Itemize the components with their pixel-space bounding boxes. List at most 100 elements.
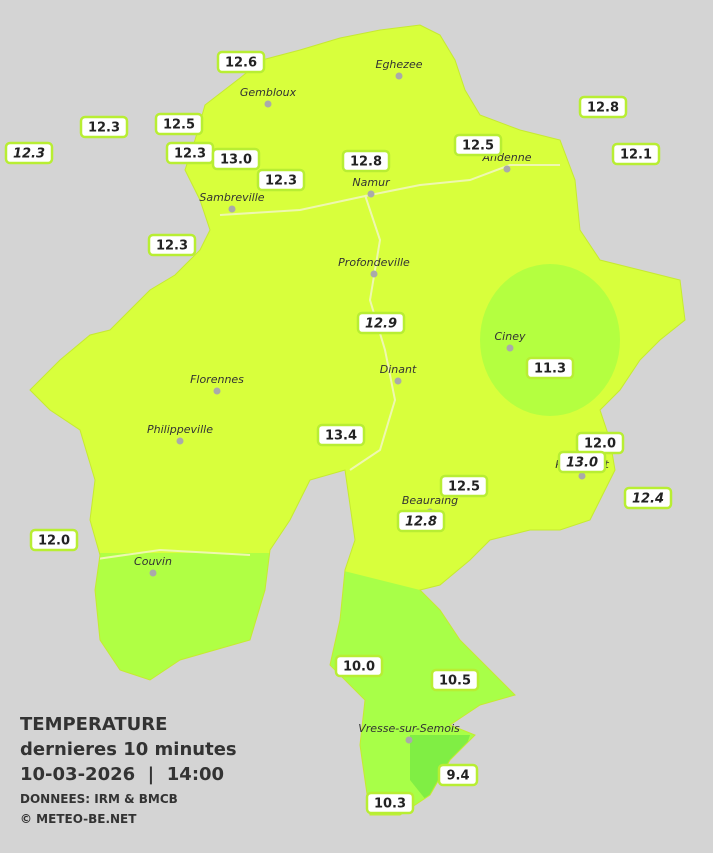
station-value: 12.6 [225, 56, 257, 71]
station: 10.0 [334, 654, 384, 678]
station-box [623, 486, 673, 510]
station-value: 12.8 [405, 515, 437, 530]
station-value: 12.9 [365, 317, 397, 332]
city-label: Florennes [190, 373, 244, 386]
river [219, 164, 560, 216]
city-dot [405, 736, 413, 744]
city-label: Profondeville [338, 256, 410, 269]
city-label: Couvin [134, 555, 172, 568]
station: 11.3 [525, 356, 575, 380]
station-value: 12.5 [448, 480, 480, 495]
station-value: 12.4 [632, 492, 664, 507]
station-value: 13.0 [220, 153, 252, 168]
station: 12.3 [256, 168, 306, 192]
river [349, 194, 397, 471]
station: 12.3 [147, 233, 197, 257]
station-box [439, 474, 489, 498]
station-value: 13.0 [566, 456, 598, 471]
city-label: Gembloux [240, 86, 297, 99]
station-box [557, 450, 607, 474]
station-value: 10.5 [439, 674, 471, 689]
station-box [437, 763, 479, 787]
station-box [365, 791, 415, 815]
station-value: 12.1 [620, 148, 652, 163]
station-value: 10.0 [343, 660, 375, 675]
station-value: 10.3 [374, 797, 406, 812]
river [89, 548, 251, 561]
city-label: Dinant [380, 363, 417, 376]
city-label: Ciney [495, 330, 526, 343]
station-box [525, 356, 575, 380]
legend-datetime: 10-03-2026 | 14:00 [20, 764, 224, 785]
cities: EghezeeGemblouxAndenneNamurSambrevillePr… [134, 58, 609, 744]
city-label: Sambreville [199, 191, 264, 204]
city-label: Namur [352, 176, 391, 189]
city-dot [506, 344, 514, 352]
city-dot [578, 472, 586, 480]
city-dot [213, 387, 221, 395]
city-label: Eghezee [376, 58, 423, 71]
city-dot [503, 165, 511, 173]
city-label: Beauraing [402, 494, 458, 507]
station-box [356, 311, 406, 335]
station: 13.0 [557, 450, 607, 474]
zone-south [320, 565, 530, 815]
station-box [430, 668, 480, 692]
station-box [256, 168, 306, 192]
city-dot [395, 72, 403, 80]
stations: 12.6 12.3 12.5 12.3 12.3 13.0 12.8 12.3 12.5 12.8… [4, 50, 673, 815]
station: 13.0 [211, 147, 261, 171]
station: 12.5 [154, 112, 204, 136]
station-box [334, 654, 384, 678]
station-box [79, 115, 129, 139]
city-label: Vresse-sur-Semois [358, 722, 460, 735]
legend-source: DONNEES: IRM & BMCB [20, 792, 178, 806]
station: 12.8 [396, 509, 446, 533]
station-box [341, 149, 391, 173]
legend-subtitle: dernieres 10 minutes [20, 739, 237, 760]
station-value: 12.5 [163, 118, 195, 133]
zone-couvin [80, 553, 270, 693]
station: 9.4 [437, 763, 479, 787]
city-dot [228, 205, 236, 213]
station-box [316, 423, 366, 447]
station-value: 13.4 [325, 429, 357, 444]
station-value: 12.3 [174, 147, 206, 162]
station: 12.3 [79, 115, 129, 139]
station: 12.4 [623, 486, 673, 510]
station-value: 12.8 [350, 155, 382, 170]
station-value: 12.0 [584, 437, 616, 452]
station-value: 12.3 [13, 147, 45, 162]
station: 12.0 [29, 528, 79, 552]
station: 12.6 [216, 50, 266, 74]
legend-copyright: © METEO-BE.NET [20, 812, 137, 826]
station: 10.3 [365, 791, 415, 815]
station-box [4, 141, 54, 165]
zone-ciney [480, 264, 620, 416]
station-value: 12.5 [462, 139, 494, 154]
station-box [211, 147, 261, 171]
city-label: Philippeville [147, 423, 213, 436]
station-value: 9.4 [446, 769, 469, 784]
station-value: 11.3 [534, 362, 566, 377]
station: 12.1 [611, 142, 661, 166]
station: 12.3 [165, 141, 215, 165]
station-box [611, 142, 661, 166]
station: 10.5 [430, 668, 480, 692]
station-value: 12.3 [265, 174, 297, 189]
station-value: 12.8 [587, 101, 619, 116]
station-value: 12.3 [156, 239, 188, 254]
legend-title: TEMPERATURE [20, 714, 167, 735]
station: 12.5 [439, 474, 489, 498]
station-box [29, 528, 79, 552]
city-dot [264, 100, 272, 108]
city-dot [367, 190, 375, 198]
legend: TEMPERATURE dernieres 10 minutes 10-03-2… [20, 714, 237, 826]
city-dot [370, 270, 378, 278]
station: 12.0 [575, 431, 625, 455]
station-box [453, 133, 503, 157]
station: 12.8 [341, 149, 391, 173]
station-value: 12.3 [88, 121, 120, 136]
